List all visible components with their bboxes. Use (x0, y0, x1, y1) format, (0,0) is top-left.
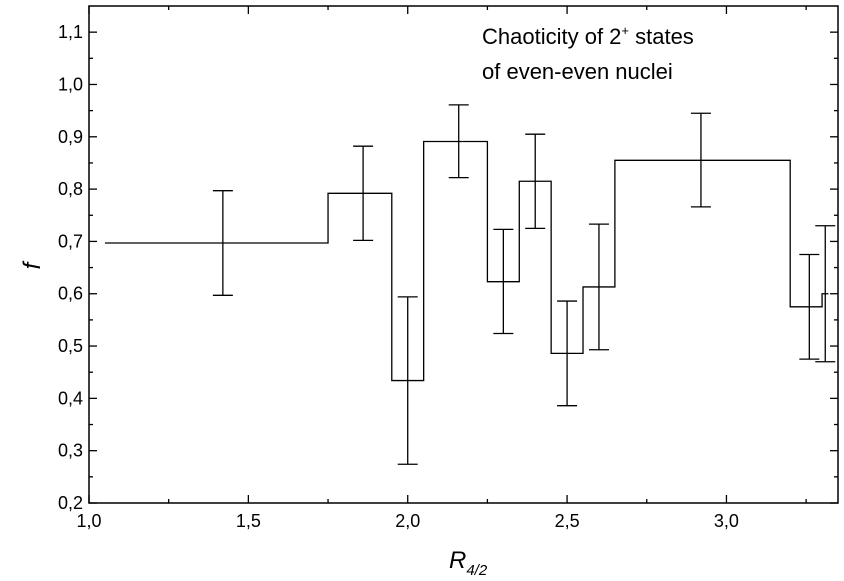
y-tick-label: 0,9 (58, 127, 83, 147)
x-axis-label: R4/2 (449, 547, 488, 579)
error-bar (448, 104, 469, 179)
y-tick-label: 0,7 (58, 231, 83, 251)
error-bars (212, 104, 836, 465)
axis-tick-labels: 1,0 1,5 2,0 2,5 3,0 0,2 0,3 0,4 0,5 0,6 0,7 0,8 0,9 1… (58, 22, 739, 531)
x-tick-label: 2,5 (555, 511, 580, 531)
axis-ticks (88, 6, 838, 504)
y-tick-label: 0,8 (58, 179, 83, 199)
error-bar (557, 300, 578, 407)
error-bar (397, 296, 418, 465)
error-bar (799, 253, 820, 360)
x-tick-label: 1,5 (236, 511, 261, 531)
y-tick-label: 0,2 (58, 493, 83, 513)
y-tick-label: 1,1 (58, 22, 83, 42)
error-bar (353, 145, 374, 242)
y-tick-label: 0,6 (58, 284, 83, 304)
error-bar (525, 133, 546, 229)
x-tick-label: 1,0 (76, 511, 101, 531)
annotation-line-1: Chaoticity of 2+ states (482, 23, 694, 49)
x-tick-label: 2,0 (395, 511, 420, 531)
error-bar (690, 112, 711, 208)
y-axis-label: f (19, 260, 46, 269)
error-bar (588, 223, 609, 351)
y-tick-label: 0,3 (58, 441, 83, 461)
error-bar (493, 228, 514, 335)
plot-frame (88, 5, 839, 504)
error-bar (212, 190, 233, 296)
annotation-line-2: of even-even nuclei (482, 59, 673, 84)
y-tick-label: 1,0 (58, 74, 83, 94)
error-bar (815, 225, 836, 363)
x-tick-label: 3,0 (714, 511, 739, 531)
y-tick-label: 0,5 (58, 336, 83, 356)
y-tick-label: 0,4 (58, 388, 83, 408)
